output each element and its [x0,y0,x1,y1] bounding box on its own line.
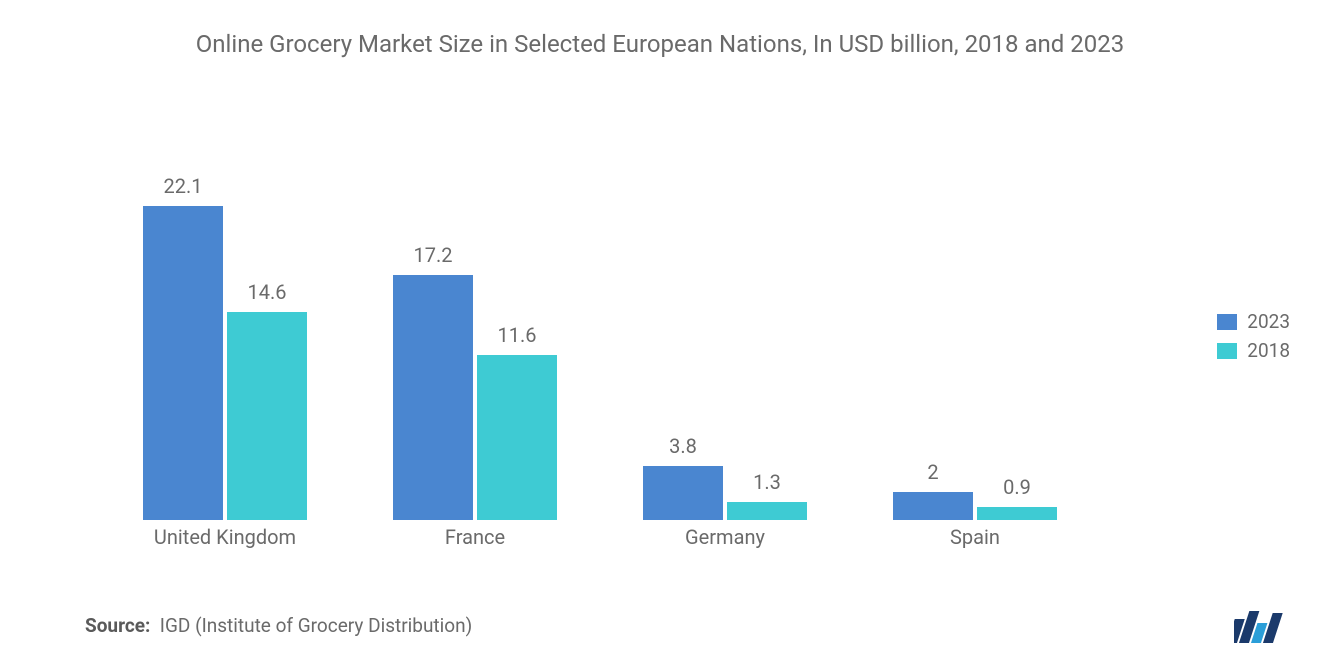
bar-value-label: 11.6 [498,323,537,355]
watermark-logo-icon [1234,609,1290,645]
bar: 22.1 [143,206,223,521]
bar: 17.2 [393,275,473,520]
chart-plot-area: 22.114.6United Kingdom17.211.6France3.81… [95,150,1105,550]
legend-swatch-icon [1217,314,1237,330]
bar-group: 3.81.3Germany [600,150,850,550]
bar: 14.6 [227,312,307,520]
category-label: United Kingdom [100,524,350,550]
category-label: Spain [850,524,1100,550]
bar: 1.3 [727,502,807,521]
bar-group: 22.114.6United Kingdom [100,150,350,550]
bar-value-label: 0.9 [1003,475,1031,507]
chart-title: Online Grocery Market Size in Selected E… [0,0,1320,60]
bar: 0.9 [977,507,1057,520]
legend-item: 2018 [1217,339,1290,362]
bar-value-label: 22.1 [164,174,203,206]
bar-value-label: 1.3 [753,470,781,502]
bar-pair: 22.114.6 [100,150,350,520]
legend-swatch-icon [1217,343,1237,359]
bar-pair: 17.211.6 [350,150,600,520]
bar-pair: 20.9 [850,150,1100,520]
chart-legend: 2023 2018 [1217,310,1290,368]
category-label: France [350,524,600,550]
bar-group: 17.211.6France [350,150,600,550]
bar-value-label: 14.6 [248,280,287,312]
legend-label: 2023 [1247,310,1290,333]
source-prefix: Source: [85,614,150,637]
source-text: IGD (Institute of Grocery Distribution) [160,614,472,637]
legend-label: 2018 [1247,339,1290,362]
bar-value-label: 17.2 [414,243,453,275]
bar: 2 [893,492,973,520]
bar: 3.8 [643,466,723,520]
legend-item: 2023 [1217,310,1290,333]
bar-group: 20.9Spain [850,150,1100,550]
bar-pair: 3.81.3 [600,150,850,520]
category-label: Germany [600,524,850,550]
bar: 11.6 [477,355,557,520]
chart-source-line: Source: IGD (Institute of Grocery Distri… [85,614,472,637]
bar-value-label: 2 [927,460,938,492]
bar-value-label: 3.8 [669,434,697,466]
